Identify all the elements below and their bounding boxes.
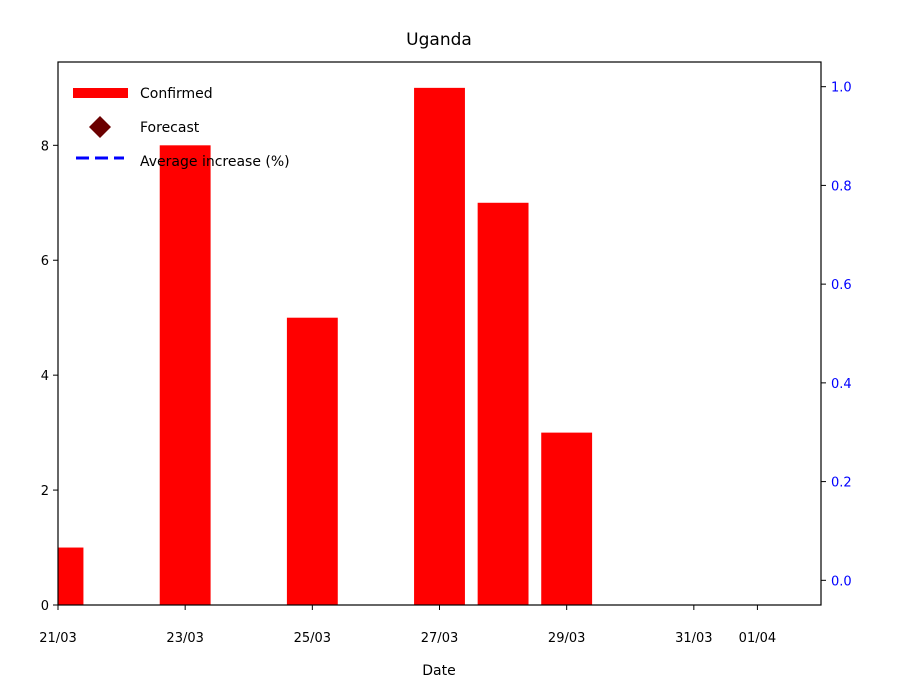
left-y-tick-label-4: 8 [41,139,49,154]
bar-confirmed-5 [541,432,593,605]
right-y-tick-label-5: 1.0 [831,81,852,96]
x-axis: 21/03 23/03 25/03 27/03 29/03 31/03 01/04 [39,605,776,646]
legend: Confirmed Forecast Average increase (%) [73,86,290,170]
bars-layer [58,87,593,606]
legend-swatch-forecast [89,116,111,138]
right-y-tick-label-1: 0.2 [831,476,852,491]
left-y-axis: 0 2 4 6 8 [41,139,58,614]
left-y-tick-label-1: 2 [41,484,49,499]
bar-confirmed-2 [286,317,338,605]
bar-confirmed-4 [477,202,529,605]
chart-title: Uganda [406,30,472,50]
x-tick-label-2: 25/03 [294,631,331,646]
x-tick-label-0: 21/03 [39,631,76,646]
left-y-tick-label-2: 4 [41,369,49,384]
x-tick-label-5: 31/03 [675,631,712,646]
x-tick-label-4: 29/03 [548,631,585,646]
bar-confirmed-0 [58,547,84,605]
bar-confirmed-1 [159,145,211,606]
legend-swatch-confirmed [73,88,128,98]
bar-confirmed-3 [414,87,465,606]
x-tick-label-1: 23/03 [166,631,203,646]
right-y-tick-label-0: 0.0 [831,574,852,589]
x-axis-label: Date [422,663,455,679]
right-y-axis: 0.0 0.2 0.4 0.6 0.8 1.0 [821,81,852,589]
left-y-tick-label-0: 0 [41,599,49,614]
legend-label-confirmed: Confirmed [140,86,213,102]
x-tick-label-6: 01/04 [739,631,776,646]
right-y-tick-label-4: 0.8 [831,179,852,194]
right-y-tick-label-3: 0.6 [831,278,852,293]
left-y-tick-label-3: 6 [41,254,49,269]
legend-label-average-increase: Average increase (%) [140,154,290,170]
x-tick-label-3: 27/03 [421,631,458,646]
legend-label-forecast: Forecast [140,120,200,136]
right-y-tick-label-2: 0.4 [831,377,852,392]
